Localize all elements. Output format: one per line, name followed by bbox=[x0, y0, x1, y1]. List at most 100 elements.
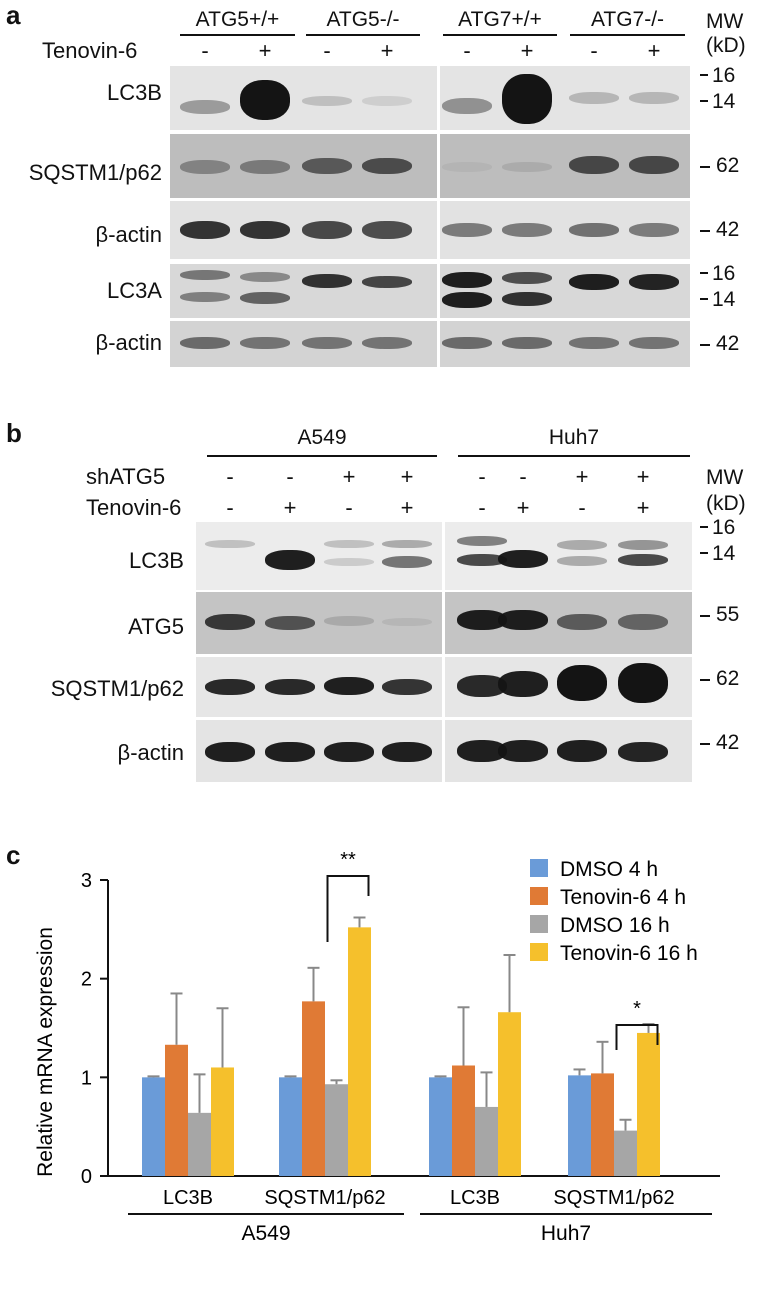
group-header: ATG5-/- bbox=[326, 8, 400, 31]
lane-divider bbox=[437, 321, 440, 367]
treatment-sign: + bbox=[380, 38, 394, 63]
lane-divider bbox=[442, 522, 445, 590]
kd-label: (kD) bbox=[706, 34, 746, 57]
band bbox=[240, 272, 290, 282]
mw-marker: 14 bbox=[712, 288, 736, 311]
band bbox=[442, 162, 492, 172]
lane-divider bbox=[442, 720, 445, 782]
lane-divider bbox=[437, 264, 440, 318]
band bbox=[382, 540, 432, 548]
shATG5-sign: - bbox=[519, 464, 527, 489]
band bbox=[457, 740, 507, 762]
legend-entry: DMSO 4 h bbox=[560, 858, 658, 881]
band bbox=[502, 162, 552, 172]
blot-strip bbox=[170, 264, 690, 318]
band bbox=[205, 540, 255, 548]
band bbox=[629, 274, 679, 290]
group-label: Huh7 bbox=[541, 1222, 591, 1245]
band bbox=[180, 292, 230, 302]
blot-strip bbox=[170, 201, 690, 259]
legend-entry: Tenovin-6 16 h bbox=[560, 942, 698, 965]
band bbox=[302, 96, 352, 106]
legend-swatch bbox=[530, 859, 548, 877]
band bbox=[302, 337, 352, 349]
blot-strip bbox=[196, 720, 692, 782]
legend-swatch bbox=[530, 943, 548, 961]
blot-strip bbox=[170, 134, 690, 198]
band bbox=[569, 337, 619, 349]
band bbox=[618, 663, 668, 703]
band bbox=[362, 96, 412, 106]
shATG5-sign: - bbox=[226, 464, 234, 489]
treatment-sign: - bbox=[590, 38, 598, 63]
band bbox=[569, 223, 619, 237]
band bbox=[498, 740, 548, 762]
panel-a-letter: a bbox=[6, 0, 21, 30]
treatment-sign: - bbox=[478, 495, 486, 520]
band bbox=[265, 550, 315, 570]
bar bbox=[614, 1130, 637, 1176]
band bbox=[442, 292, 492, 308]
band bbox=[302, 221, 352, 239]
band bbox=[362, 337, 412, 349]
blot-strip bbox=[196, 592, 692, 654]
band bbox=[205, 614, 255, 630]
bar bbox=[348, 927, 371, 1176]
band bbox=[302, 158, 352, 174]
band bbox=[324, 540, 374, 548]
lane-divider bbox=[437, 66, 440, 130]
band bbox=[629, 337, 679, 349]
treatment-sign: - bbox=[323, 38, 331, 63]
lane-divider bbox=[437, 134, 440, 198]
panel-a-mw-header: MW (kD) bbox=[706, 10, 746, 58]
row-label: ATG5 bbox=[128, 614, 184, 639]
mw-marker: 42 bbox=[716, 218, 740, 241]
band bbox=[205, 742, 255, 762]
mw-marker: 42 bbox=[716, 332, 740, 355]
treatment-sign: + bbox=[647, 38, 661, 63]
treatment-sign: - bbox=[463, 38, 471, 63]
mw-tick bbox=[700, 74, 708, 76]
band bbox=[629, 92, 679, 104]
band bbox=[557, 665, 607, 701]
panel-b-letter: b bbox=[6, 418, 22, 448]
band bbox=[362, 276, 412, 288]
blot-strip bbox=[196, 657, 692, 717]
y-tick-label: 0 bbox=[81, 1166, 92, 1188]
mw-marker: 16 bbox=[712, 262, 736, 285]
band bbox=[362, 221, 412, 239]
group-underline bbox=[443, 34, 557, 36]
row-label: LC3A bbox=[106, 278, 162, 303]
mw-tick bbox=[700, 552, 708, 554]
y-axis-label: Relative mRNA expression bbox=[34, 927, 57, 1177]
significance-label: * bbox=[633, 998, 641, 1020]
bar bbox=[279, 1077, 302, 1176]
mw-tick bbox=[700, 615, 710, 617]
shATG5-sign: + bbox=[636, 464, 650, 489]
mw-marker: 42 bbox=[716, 731, 740, 754]
legend-entry: DMSO 16 h bbox=[560, 914, 670, 937]
significance-bracket bbox=[326, 875, 370, 942]
category-label: LC3B bbox=[450, 1187, 500, 1209]
band bbox=[302, 274, 352, 288]
category-label: SQSTM1/p62 bbox=[264, 1187, 385, 1209]
bar bbox=[498, 1012, 521, 1176]
bar bbox=[452, 1065, 475, 1176]
band bbox=[382, 742, 432, 762]
band bbox=[502, 74, 552, 124]
band bbox=[442, 272, 492, 288]
bar bbox=[188, 1112, 211, 1176]
mw-tick bbox=[700, 166, 710, 168]
band bbox=[457, 675, 507, 697]
bar bbox=[165, 1044, 188, 1176]
row-label: β-actin bbox=[95, 330, 162, 355]
lane-divider bbox=[437, 201, 440, 259]
bar bbox=[302, 1001, 325, 1176]
group-label: A549 bbox=[241, 1222, 290, 1245]
blot-strip bbox=[170, 66, 690, 130]
band bbox=[457, 554, 507, 566]
bar bbox=[637, 1032, 660, 1176]
group-underline bbox=[570, 34, 685, 36]
y-tick-label: 2 bbox=[81, 969, 92, 991]
group-header: ATG5+/+ bbox=[195, 8, 280, 31]
